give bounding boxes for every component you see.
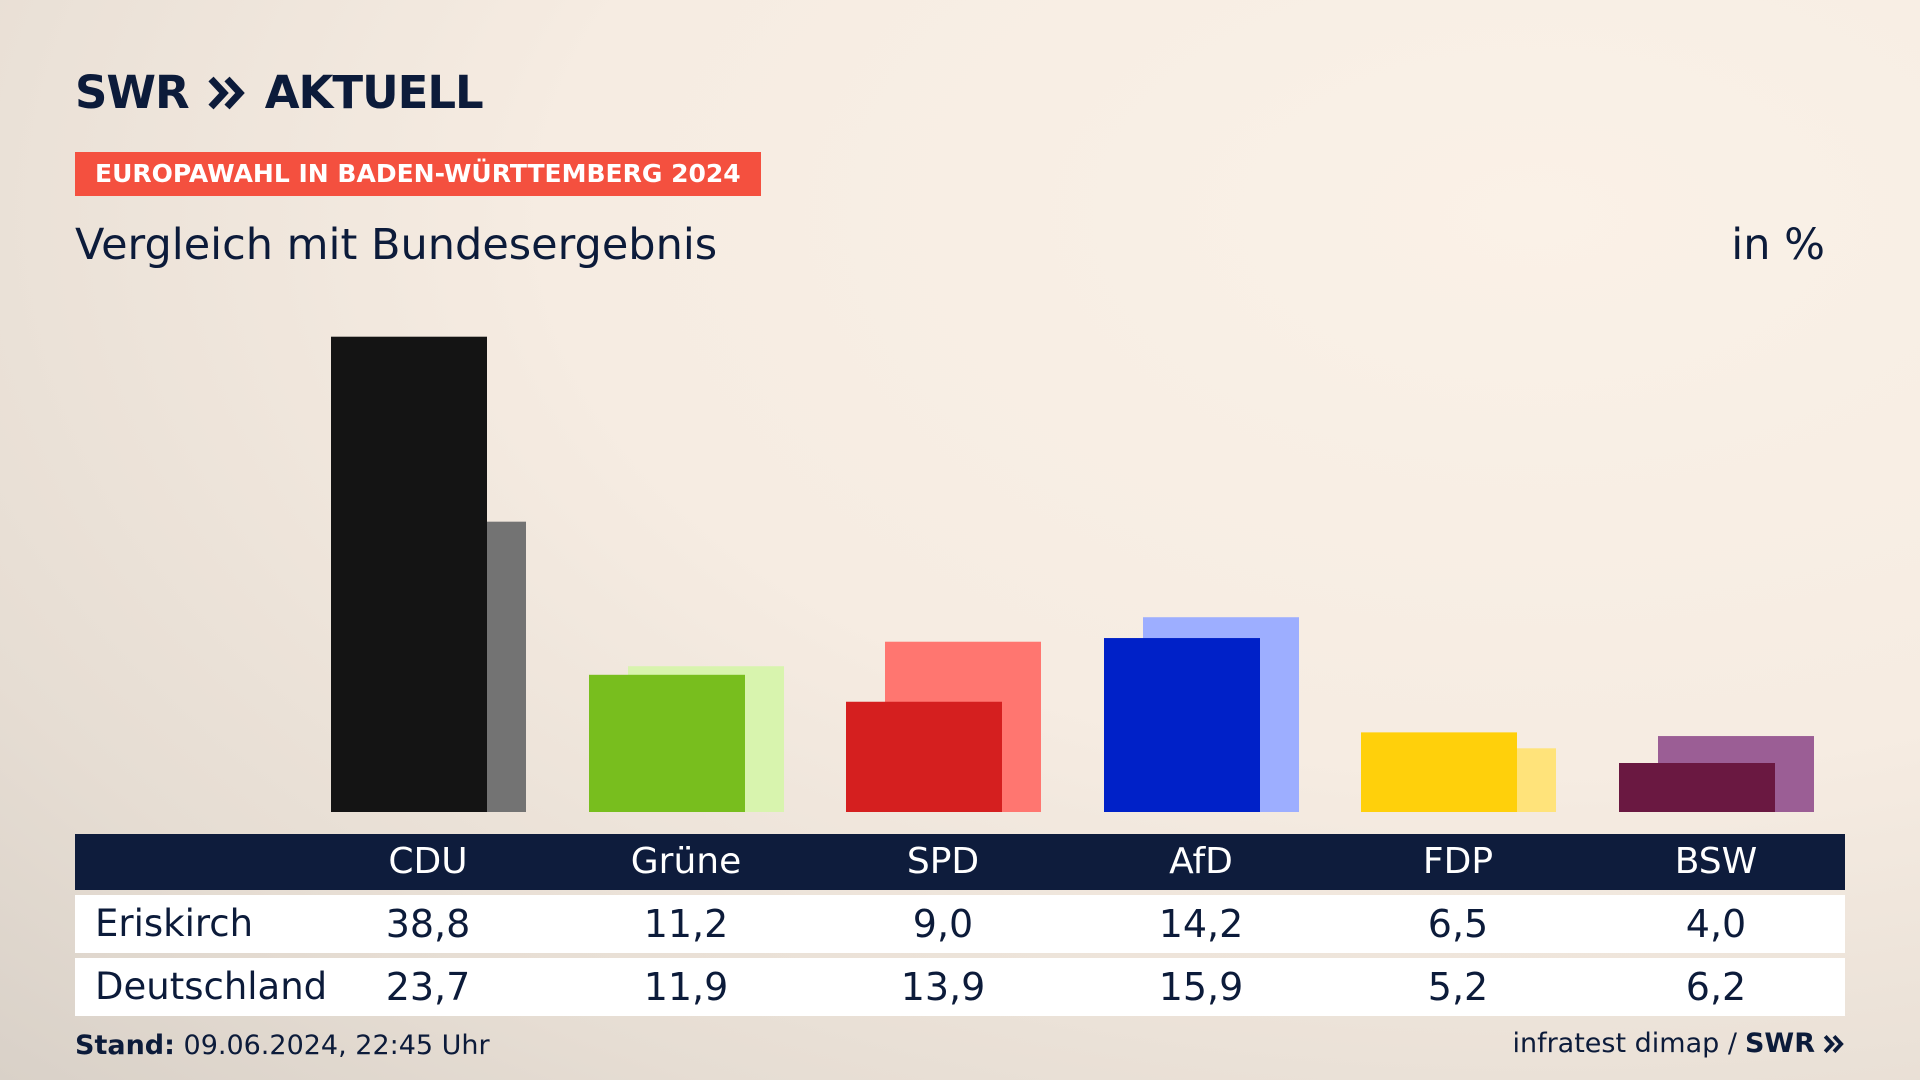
party-header: BSW (1674, 841, 1758, 882)
party-header: AfD (1169, 841, 1233, 882)
bar-eriskirch-grüne (589, 674, 745, 812)
row-label: Eriskirch (95, 902, 254, 945)
bar-eriskirch-afd (1104, 638, 1260, 812)
swr-aktuell-logo: SWR AKTUELL (75, 66, 484, 119)
double-chevron-icon (1823, 1034, 1844, 1053)
bar-eriskirch-fdp (1361, 732, 1517, 812)
value-cell: 11,2 (643, 902, 729, 946)
value-cell: 15,9 (1158, 965, 1244, 1009)
value-cell: 9,0 (912, 902, 974, 946)
value-cell: 11,9 (643, 965, 729, 1009)
bar-eriskirch-bsw (1619, 763, 1775, 812)
chart-subtitle: Vergleich mit Bundesergebnis (75, 220, 718, 270)
row-label: Deutschland (95, 965, 328, 1008)
brand-swr: SWR (75, 66, 190, 119)
table-row: Eriskirch 38,8 11,2 9,0 14,2 6,5 4,0 (75, 895, 1845, 953)
value-cell: 13,9 (900, 965, 986, 1009)
swr-mini-logo: SWR (1744, 1028, 1815, 1059)
value-cell: 5,2 (1427, 965, 1489, 1009)
party-header: FDP (1422, 841, 1494, 882)
table-header: CDU Grüne SPD AfD FDP BSW (75, 834, 1845, 890)
source-credit: infratest dimap / SWR (1512, 1028, 1845, 1059)
value-cell: 6,2 (1685, 965, 1747, 1009)
value-cell: 6,5 (1427, 902, 1489, 946)
brand-aktuell: AKTUELL (264, 66, 484, 119)
double-chevron-icon (208, 76, 245, 109)
table-row: Deutschland 23,7 11,9 13,9 15,9 5,2 6,2 (75, 958, 1845, 1016)
source-text: infratest dimap / (1512, 1028, 1737, 1059)
bar-eriskirch-spd (846, 701, 1002, 812)
stand-value: 09.06.2024, 22:45 Uhr (183, 1030, 490, 1061)
stand-label: Stand: (75, 1030, 175, 1061)
value-cell: 14,2 (1158, 902, 1244, 946)
value-cell: 23,7 (385, 965, 471, 1009)
value-cell: 38,8 (385, 902, 471, 946)
bar-eriskirch-cdu (331, 336, 487, 812)
timestamp: Stand: 09.06.2024, 22:45 Uhr (75, 1030, 490, 1061)
value-cell: 4,0 (1685, 902, 1747, 946)
party-header: Grüne (630, 841, 742, 882)
unit-label: in % (1731, 220, 1825, 270)
party-header: CDU (388, 841, 468, 882)
results-table: CDU Grüne SPD AfD FDP BSW Eriskirch 38,8 11,2 9… (75, 834, 1845, 1016)
election-kicker: EUROPAWAHL IN BADEN-WÜRTTEMBERG 2024 (75, 152, 761, 196)
party-header: SPD (906, 841, 980, 882)
